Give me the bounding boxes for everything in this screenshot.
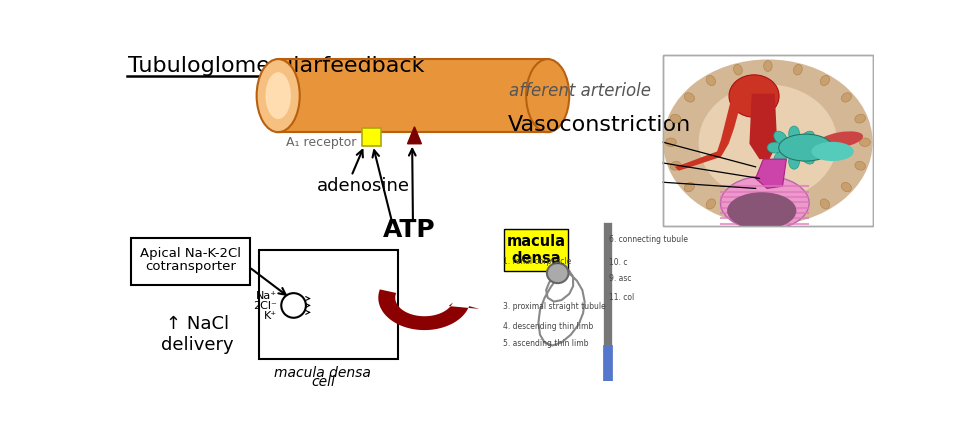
Ellipse shape [842, 93, 851, 102]
Ellipse shape [685, 93, 694, 102]
Text: 2Cl⁻: 2Cl⁻ [253, 301, 277, 311]
Ellipse shape [855, 161, 866, 170]
Text: 4. descending thin limb: 4. descending thin limb [503, 321, 593, 330]
Text: Na⁺: Na⁺ [255, 291, 277, 301]
Text: ATP: ATP [383, 218, 435, 242]
Ellipse shape [768, 142, 782, 153]
Ellipse shape [794, 65, 803, 75]
Ellipse shape [801, 151, 814, 164]
Text: K⁺: K⁺ [264, 311, 277, 321]
Ellipse shape [706, 75, 716, 86]
Ellipse shape [670, 161, 681, 170]
Ellipse shape [729, 75, 779, 117]
Ellipse shape [794, 209, 803, 220]
Text: 10. c: 10. c [610, 259, 628, 268]
Ellipse shape [801, 131, 814, 145]
FancyBboxPatch shape [362, 128, 381, 146]
Polygon shape [378, 289, 479, 330]
Ellipse shape [706, 199, 716, 209]
Text: macula
densa: macula densa [506, 234, 566, 266]
Ellipse shape [789, 126, 800, 141]
Text: adenosine: adenosine [317, 177, 409, 195]
Ellipse shape [773, 131, 787, 145]
Text: Apical Na-K-2Cl: Apical Na-K-2Cl [140, 247, 241, 260]
Ellipse shape [764, 61, 772, 71]
Ellipse shape [855, 114, 866, 123]
Ellipse shape [805, 142, 821, 153]
Ellipse shape [665, 138, 676, 146]
Text: cotransporter: cotransporter [145, 261, 236, 273]
Ellipse shape [842, 182, 851, 192]
Text: macula densa: macula densa [275, 366, 371, 380]
Text: 1. renal corpuscle: 1. renal corpuscle [503, 257, 572, 266]
Text: 9. asc: 9. asc [610, 274, 632, 283]
Polygon shape [749, 94, 777, 159]
Polygon shape [259, 250, 397, 360]
Ellipse shape [733, 65, 742, 75]
Ellipse shape [859, 138, 871, 146]
Ellipse shape [256, 59, 300, 132]
Polygon shape [756, 159, 786, 188]
Text: 3. proximal straight tubule: 3. proximal straight tubule [503, 302, 606, 311]
Ellipse shape [811, 142, 854, 161]
Polygon shape [407, 127, 422, 144]
Ellipse shape [721, 176, 809, 230]
FancyBboxPatch shape [504, 229, 569, 271]
FancyBboxPatch shape [131, 238, 249, 285]
Ellipse shape [698, 84, 838, 200]
Text: A₁ receptor: A₁ receptor [286, 137, 356, 149]
Ellipse shape [820, 75, 830, 86]
Ellipse shape [670, 114, 681, 123]
Bar [279, 59, 547, 132]
Ellipse shape [663, 59, 873, 225]
Ellipse shape [281, 293, 306, 318]
Ellipse shape [789, 154, 800, 169]
Text: 6. connecting tubule: 6. connecting tubule [610, 235, 689, 244]
Text: 5. ascending thin limb: 5. ascending thin limb [503, 339, 588, 348]
Text: cell: cell [311, 375, 335, 389]
Ellipse shape [764, 213, 772, 224]
Ellipse shape [773, 151, 787, 164]
Ellipse shape [733, 209, 742, 220]
Ellipse shape [817, 131, 863, 149]
Text: Vasoconstriction: Vasoconstriction [507, 115, 691, 134]
Polygon shape [675, 82, 742, 171]
Text: Tubuloglomerularfeedback: Tubuloglomerularfeedback [128, 56, 425, 76]
Ellipse shape [778, 134, 833, 161]
FancyBboxPatch shape [663, 55, 873, 226]
Ellipse shape [526, 59, 569, 132]
Ellipse shape [266, 72, 291, 119]
Ellipse shape [685, 182, 694, 192]
Ellipse shape [547, 263, 569, 283]
Text: afferent arteriole: afferent arteriole [509, 83, 652, 101]
Ellipse shape [820, 199, 830, 209]
Text: ↑ NaCl
delivery: ↑ NaCl delivery [161, 315, 234, 354]
Text: 11. col: 11. col [610, 293, 634, 302]
Ellipse shape [728, 192, 797, 229]
